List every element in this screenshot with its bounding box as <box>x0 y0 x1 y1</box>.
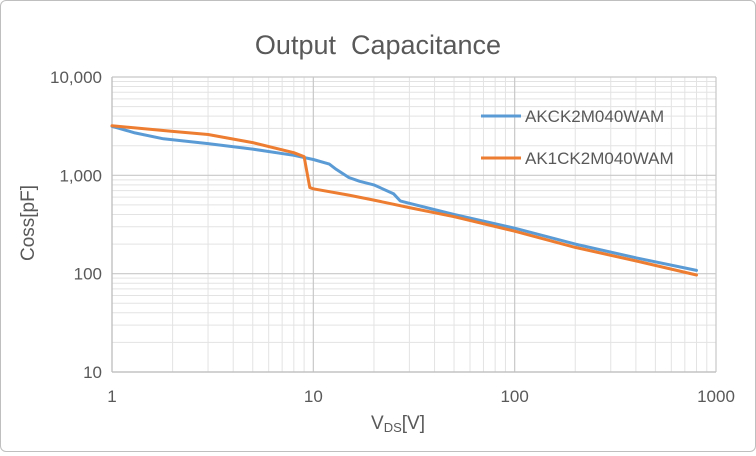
legend-label-2: AK1CK2M040WAM <box>525 149 674 168</box>
y-tick-label: 100 <box>74 265 102 284</box>
legend-label-1: AKCK2M040WAM <box>525 107 664 126</box>
y-tick-label: 10,000 <box>50 68 102 87</box>
chart-title: Output Capacitance <box>255 30 501 60</box>
y-axis-label: Coss[pF] <box>18 185 39 261</box>
series-line-2 <box>110 124 698 277</box>
x-axis-label-suffix: [V] <box>402 413 425 434</box>
legend: AKCK2M040WAM AK1CK2M040WAM <box>481 107 674 168</box>
x-axis-label-main: V <box>371 413 384 434</box>
y-tick-labels: 10 100 1,000 10,000 <box>50 68 102 382</box>
x-tick-label: 100 <box>500 387 528 406</box>
x-axis-label-sub: DS <box>384 420 402 435</box>
y-tick-label: 1,000 <box>59 166 102 185</box>
grid <box>111 76 717 373</box>
y-tick-label: 10 <box>83 363 102 382</box>
x-axis-label: VDS[V] <box>371 413 425 435</box>
x-tick-label: 1000 <box>697 387 735 406</box>
series-line-1 <box>110 124 698 272</box>
x-tick-label: 1 <box>107 387 116 406</box>
x-tick-label: 10 <box>304 387 323 406</box>
x-tick-labels: 1 10 100 1000 <box>107 387 735 406</box>
series-layer <box>110 124 698 277</box>
